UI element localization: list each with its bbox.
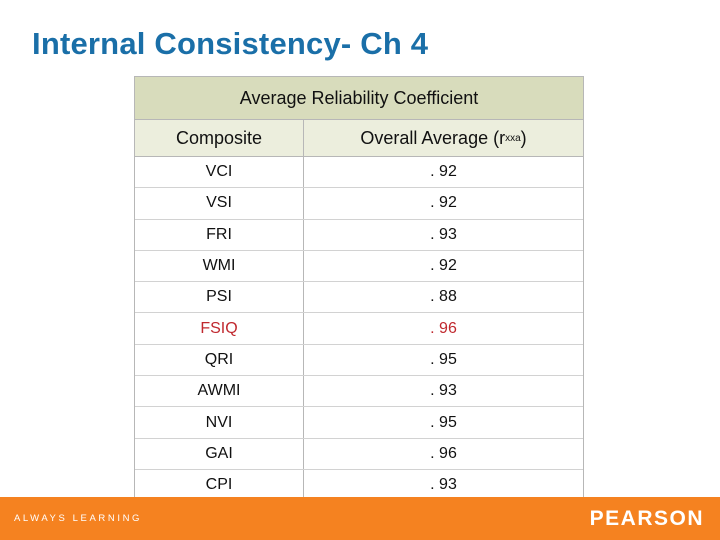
overall-average-header-text: Overall Average (r xyxy=(360,127,506,148)
composite-header: Composite xyxy=(135,120,304,156)
composite-cell: VSI xyxy=(135,188,304,219)
table-row: QRI . 95 xyxy=(135,344,583,377)
table-body: VCI . 92 VSI . 92 FRI . 93 WMI . 92 PSI … xyxy=(135,157,583,501)
table-row: CPI . 93 xyxy=(135,469,583,501)
overall-average-header-sup: a xyxy=(515,132,521,144)
composite-cell: PSI xyxy=(135,282,304,313)
slide-title: Internal Consistency- Ch 4 xyxy=(32,26,429,61)
value-cell: . 93 xyxy=(430,225,457,243)
overall-average-header-sub: xx xyxy=(505,132,516,144)
table-row: AWMI . 93 xyxy=(135,376,583,408)
overall-average-header: Overall Average (r xx a) xyxy=(304,120,583,156)
table-row: FSIQ . 96 xyxy=(135,313,583,345)
composite-cell: VCI xyxy=(135,157,304,188)
composite-cell: WMI xyxy=(135,250,304,282)
value-cell: . 93 xyxy=(430,382,457,400)
table-row: VCI . 92 xyxy=(135,157,583,189)
composite-cell: QRI xyxy=(135,344,304,376)
table-row: VSI . 92 xyxy=(135,188,583,220)
table-row: WMI . 92 xyxy=(135,250,583,283)
composite-cell: NVI xyxy=(135,407,304,438)
value-cell: . 96 xyxy=(430,319,457,337)
table-row: NVI . 95 xyxy=(135,407,583,439)
value-cell: . 95 xyxy=(430,350,457,368)
value-cell: . 88 xyxy=(430,288,457,306)
composite-cell: GAI xyxy=(135,438,304,469)
value-cell: . 92 xyxy=(430,257,457,275)
value-cell: . 93 xyxy=(430,476,457,494)
table-row: FRI . 93 xyxy=(135,219,583,251)
footer-bar: ALWAYS LEARNING PEARSON xyxy=(0,497,720,540)
composite-cell: FRI xyxy=(135,219,304,250)
pearson-logo: PEARSON xyxy=(589,507,704,530)
table-row: PSI . 88 xyxy=(135,282,583,314)
reliability-table: Average Reliability Coefficient Composit… xyxy=(134,76,584,502)
value-cell: . 96 xyxy=(430,444,457,462)
value-cell: . 92 xyxy=(430,194,457,212)
table-header-row: Composite Overall Average (r xx a) xyxy=(135,120,583,157)
value-cell: . 92 xyxy=(430,163,457,181)
composite-cell: AWMI xyxy=(135,376,304,407)
table-caption: Average Reliability Coefficient xyxy=(135,77,583,120)
composite-cell: CPI xyxy=(135,469,304,501)
footer-tagline: ALWAYS LEARNING xyxy=(14,513,143,524)
composite-cell: FSIQ xyxy=(135,313,304,344)
value-cell: . 95 xyxy=(430,413,457,431)
table-row: GAI . 96 xyxy=(135,438,583,470)
overall-average-header-close: ) xyxy=(520,127,527,148)
